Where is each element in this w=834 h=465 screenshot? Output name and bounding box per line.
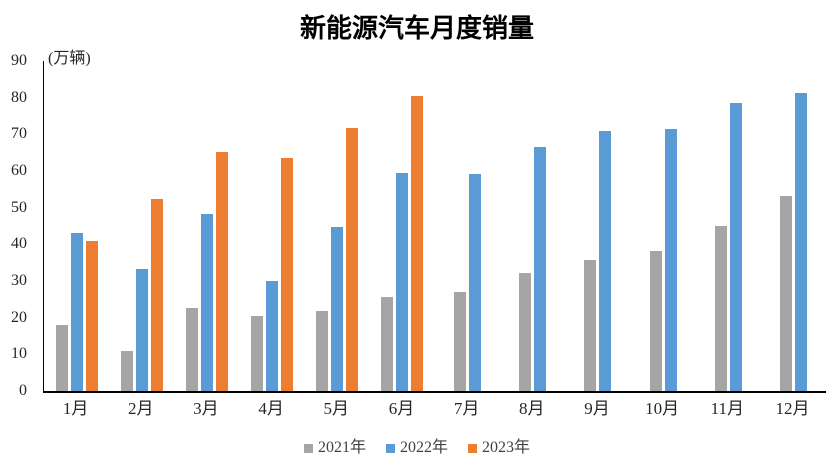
bar-2022年-12月 xyxy=(794,92,807,391)
bar-group xyxy=(370,61,435,391)
legend-label: 2021年 xyxy=(317,439,366,456)
bar-2023年-5月 xyxy=(346,128,359,391)
x-tick-label: 4月 xyxy=(258,399,284,418)
bar-2023年-1月 xyxy=(85,241,98,391)
y-tick-label: 10 xyxy=(11,345,27,363)
bar-2022年-8月 xyxy=(534,146,547,391)
chart-legend: 2021年 2022年 2023年 xyxy=(0,439,834,457)
x-tick-label: 8月 xyxy=(519,399,545,418)
legend-item-2022年: 2022年 xyxy=(385,439,448,457)
bar-2021年-10月 xyxy=(649,250,662,391)
bar-group xyxy=(44,61,109,391)
bar-2022年-6月 xyxy=(396,172,409,391)
x-axis-tick-labels: 1月 2月 3月 4月 5月 6月 7月 8月 9月 10月 11月 12月 xyxy=(43,398,825,420)
x-tick-label: 7月 xyxy=(453,399,480,418)
y-axis-tick-labels: 0 10 20 30 40 50 60 70 80 90 xyxy=(0,0,27,465)
x-tick-label: 5月 xyxy=(323,399,350,418)
bar-2022年-2月 xyxy=(135,268,148,391)
x-tick-label: 6月 xyxy=(388,399,415,418)
y-tick-label: 50 xyxy=(11,198,27,216)
bar-2022年-3月 xyxy=(200,213,213,391)
legend-swatch-icon xyxy=(303,443,313,453)
x-tick-label: 1月 xyxy=(62,399,89,418)
bar-group xyxy=(761,61,826,391)
chart-title: 新能源汽车月度销量 xyxy=(299,14,534,43)
bar-group xyxy=(305,61,370,391)
x-tick-label: 9月 xyxy=(584,399,610,418)
bar-group xyxy=(109,61,174,391)
bar-2022年-11月 xyxy=(729,102,742,391)
y-tick-label: 0 xyxy=(19,382,27,399)
bar-2023年-6月 xyxy=(411,95,424,391)
bar-2022年-10月 xyxy=(664,129,677,391)
legend-swatch-icon xyxy=(468,443,477,453)
bar-2021年-11月 xyxy=(714,226,727,391)
bar-2022年-9月 xyxy=(599,131,612,391)
bar-group xyxy=(174,61,239,391)
y-tick-label: 70 xyxy=(11,125,27,143)
legend-label: 2022年 xyxy=(399,439,448,456)
x-tick-label: 12月 xyxy=(775,399,810,418)
bar-2021年-2月 xyxy=(120,350,133,391)
legend-item-2023年: 2023年 xyxy=(468,439,530,457)
legend-item-2021年: 2021年 xyxy=(303,439,366,457)
y-axis-unit-label: (万辆) xyxy=(48,50,91,67)
bar-group xyxy=(631,61,696,391)
bar-2021年-5月 xyxy=(316,311,329,391)
bar-group xyxy=(240,61,305,391)
y-tick-label: 40 xyxy=(11,235,27,253)
bar-2022年-1月 xyxy=(70,233,83,391)
bar-2021年-7月 xyxy=(454,291,467,391)
plot-area xyxy=(43,61,826,393)
bar-2022年-5月 xyxy=(331,227,344,391)
bar-2021年-6月 xyxy=(381,297,394,391)
x-tick-label: 2月 xyxy=(128,399,154,418)
bar-group xyxy=(435,61,500,391)
legend-swatch-icon xyxy=(385,443,395,453)
x-tick-label: 11月 xyxy=(710,399,744,418)
y-tick-label: 20 xyxy=(11,308,27,326)
bar-2021年-12月 xyxy=(779,196,792,391)
bar-2023年-4月 xyxy=(281,157,294,391)
bar-group xyxy=(696,61,761,391)
bar-groups xyxy=(44,61,826,391)
y-tick-label: 90 xyxy=(11,52,27,69)
y-tick-label: 60 xyxy=(11,162,27,179)
legend-label: 2023年 xyxy=(482,439,531,456)
y-tick-label: 80 xyxy=(11,88,27,106)
bar-group xyxy=(565,61,630,391)
bar-2021年-3月 xyxy=(185,308,198,391)
x-tick-label: 3月 xyxy=(193,399,219,418)
bar-group xyxy=(500,61,565,391)
y-tick-label: 30 xyxy=(11,272,27,289)
x-tick-label: 10月 xyxy=(645,399,680,418)
bar-2021年-9月 xyxy=(584,260,597,391)
bar-2023年-2月 xyxy=(150,198,163,391)
bar-2022年-7月 xyxy=(469,173,482,391)
bar-2022年-4月 xyxy=(266,281,279,391)
bar-2023年-3月 xyxy=(215,151,228,391)
bar-2021年-4月 xyxy=(251,315,264,391)
bar-2021年-8月 xyxy=(519,273,532,391)
bar-2021年-1月 xyxy=(55,325,68,391)
